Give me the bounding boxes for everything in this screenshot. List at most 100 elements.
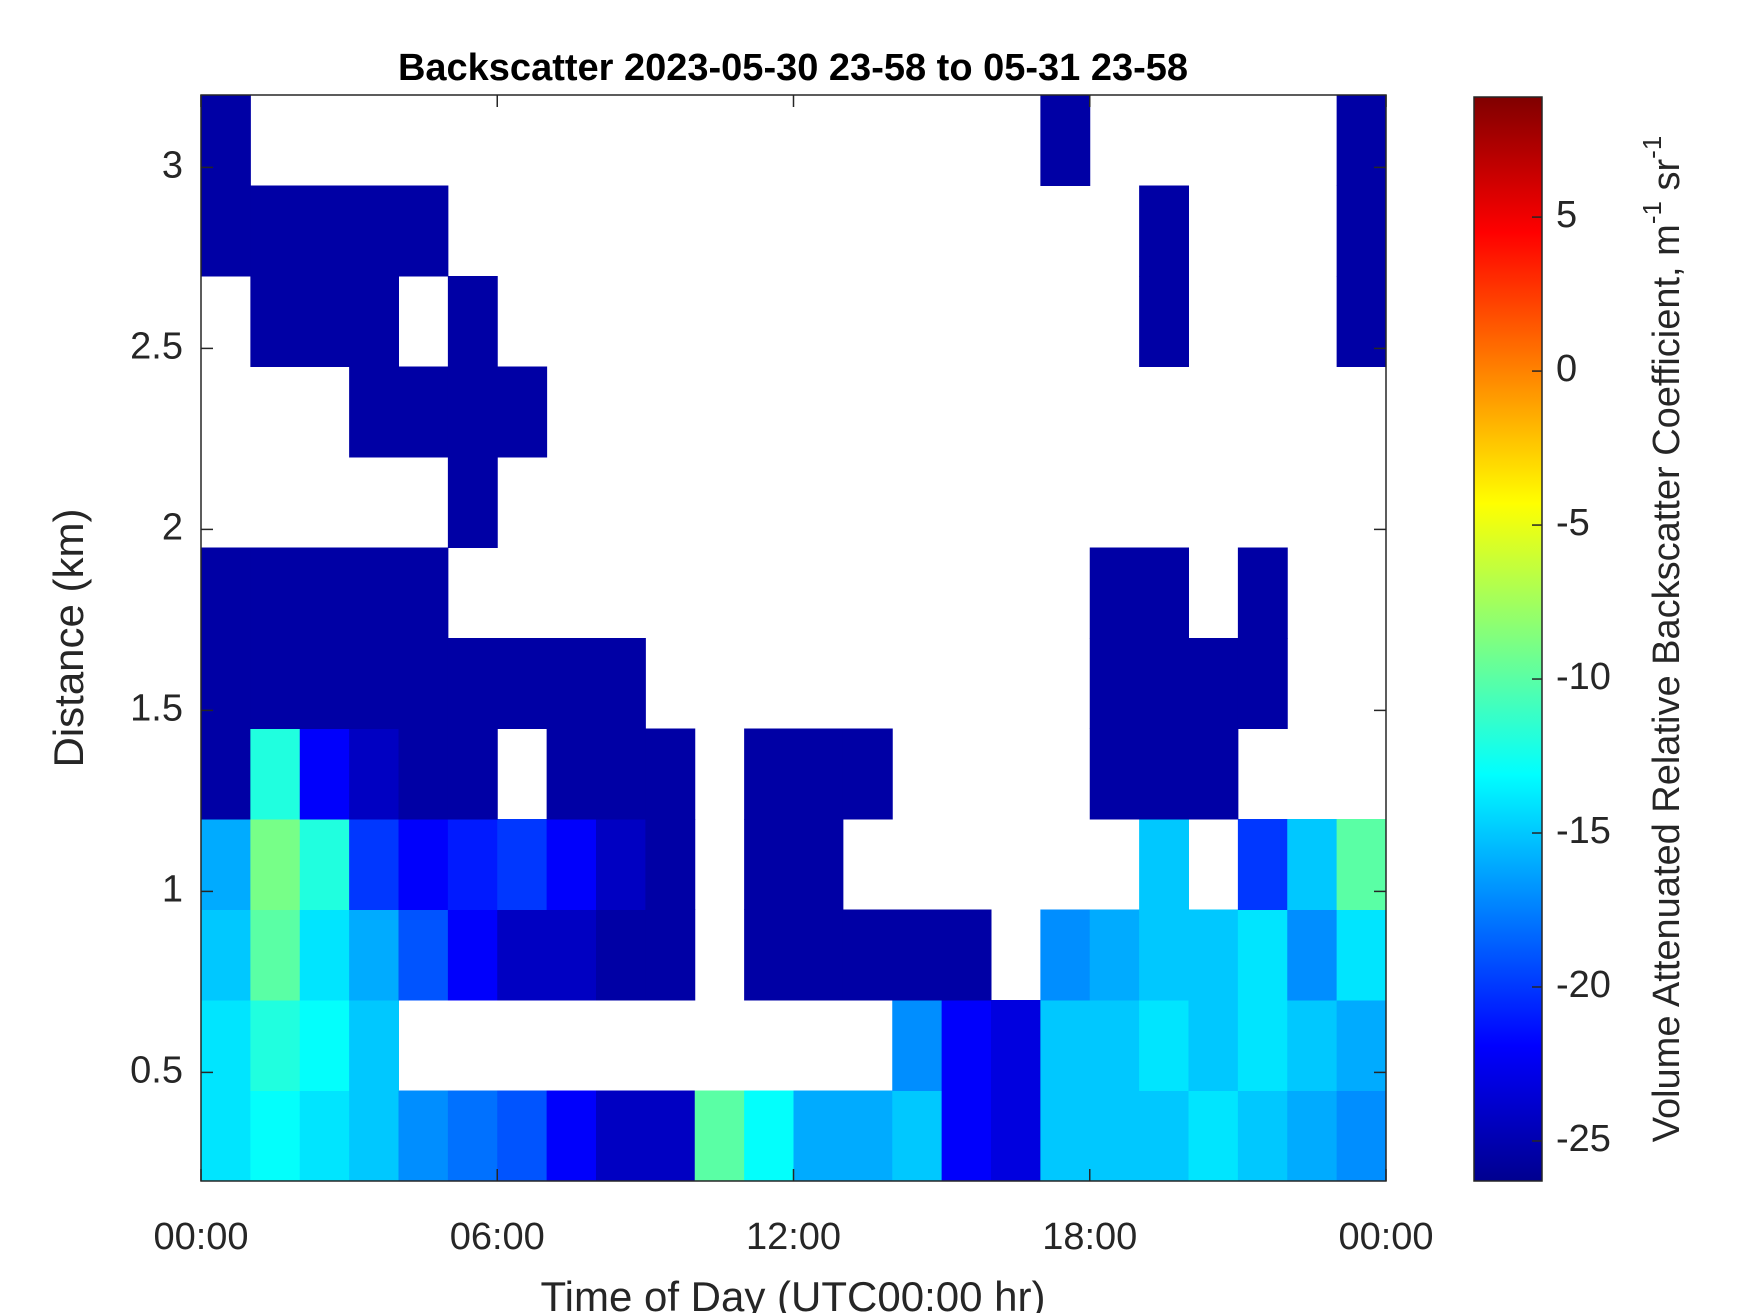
y-tick-label: 2.5 [130, 325, 183, 367]
heatmap-cell [349, 547, 399, 639]
x-tick-label: 06:00 [450, 1216, 545, 1258]
x-axis-label: Time of Day (UTC00:00 hr) [541, 1273, 1046, 1313]
y-axis-label: Distance (km) [45, 508, 92, 767]
heatmap-cell [1139, 819, 1189, 910]
heatmap-cell [1139, 638, 1189, 729]
heatmap-cell [596, 819, 646, 910]
heatmap-cell [398, 366, 449, 458]
heatmap-cell [299, 819, 350, 910]
heatmap-cell [596, 1090, 646, 1182]
colorbar-tick-label: -20 [1556, 964, 1611, 1006]
heatmap-cell [596, 728, 646, 820]
heatmap-cell [299, 276, 350, 367]
y-tick-label: 3 [162, 144, 183, 186]
heatmap-cell [299, 1090, 350, 1182]
heatmap-cell [398, 1090, 449, 1182]
heatmap-cell [892, 909, 943, 1001]
heatmap-cell [645, 909, 696, 1001]
heatmap-cell [349, 1000, 399, 1091]
heatmap-cell [447, 728, 498, 820]
colorbar [1473, 96, 1543, 1182]
heatmap-cell [398, 728, 449, 820]
heatmap-cell [349, 638, 399, 729]
heatmap-cell [1336, 1090, 1387, 1182]
heatmap-cell [398, 185, 449, 277]
heatmap-cell [645, 819, 696, 910]
heatmap-cell [991, 1090, 1041, 1182]
heatmap-cell [1089, 1090, 1140, 1182]
y-tick-label: 2 [162, 506, 183, 548]
heatmap-cell [299, 638, 350, 729]
heatmap-cell [1188, 638, 1239, 729]
heatmap-cell [793, 819, 844, 910]
heatmap-cell [596, 909, 646, 1001]
heatmap-cell [1089, 909, 1140, 1001]
heatmap-cell [1287, 909, 1338, 1001]
heatmap-cell [1040, 909, 1091, 1001]
colorbar-tick-label: 0 [1556, 348, 1577, 390]
heatmap-cell [1040, 1090, 1091, 1182]
heatmap-cell [497, 909, 548, 1001]
heatmap-cell [497, 366, 548, 458]
heatmap-cell [793, 728, 844, 820]
heatmap-cell [842, 1090, 893, 1182]
heatmap-cell [250, 276, 301, 367]
colorbar-label-sup: -1 [1637, 201, 1667, 224]
heatmap-cell [546, 638, 597, 729]
heatmap-cell [201, 728, 251, 820]
colorbar-tick-label: -15 [1556, 810, 1611, 852]
heatmap-cell [892, 1090, 943, 1182]
heatmap-cell [349, 1090, 399, 1182]
x-tick-label: 00:00 [153, 1216, 248, 1258]
heatmap-cell [398, 909, 449, 1001]
heatmap-cell [941, 909, 992, 1001]
heatmap-cell [201, 1000, 251, 1091]
heatmap-cell [744, 1090, 794, 1182]
x-tick-label: 00:00 [1338, 1216, 1433, 1258]
heatmap-cell [1040, 95, 1091, 186]
heatmap-cell [793, 1090, 844, 1182]
heatmap-cell [398, 819, 449, 910]
heatmap-cell [546, 909, 597, 1001]
heatmap-cell [744, 728, 794, 820]
heatmap-cell [349, 909, 399, 1001]
heatmap-cell [1040, 1000, 1091, 1091]
heatmap-cell [447, 819, 498, 910]
heatmap-cell [842, 909, 893, 1001]
heatmap-cell [1336, 819, 1387, 910]
heatmap-cell [447, 909, 498, 1001]
heatmap-cell [250, 547, 301, 639]
heatmap-cell [349, 366, 399, 458]
heatmap-cell [1139, 728, 1189, 820]
heatmap-cell [1188, 1000, 1239, 1091]
heatmap-cell [349, 276, 399, 367]
heatmap-cell [941, 1000, 992, 1091]
heatmap-cell [497, 819, 548, 910]
heatmap-cell [694, 1090, 745, 1182]
heatmap-cell [497, 638, 548, 729]
heatmap-cell [349, 819, 399, 910]
heatmap-cell [1287, 1000, 1338, 1091]
heatmap-cell [645, 1090, 696, 1182]
heatmap-cell [1089, 547, 1140, 639]
heatmap-cell [447, 276, 498, 367]
heatmap-cell [398, 547, 449, 639]
colorbar-label: Volume Attenuated Relative Backscatter C… [1637, 136, 1688, 1143]
heatmap-cell [250, 1090, 301, 1182]
heatmap-cell [201, 185, 251, 277]
y-tick-label: 1 [162, 868, 183, 910]
heatmap-cell [1089, 1000, 1140, 1091]
heatmap-cell [1336, 95, 1387, 186]
heatmap-cell [1089, 728, 1140, 820]
heatmap-cell [250, 909, 301, 1001]
heatmap-cell [1237, 547, 1288, 639]
heatmap-cell [596, 638, 646, 729]
heatmap-cell [1237, 909, 1288, 1001]
heatmap-cell [1237, 1000, 1288, 1091]
heatmap-cell [991, 1000, 1041, 1091]
heatmap-cell [349, 728, 399, 820]
heatmap-cell [201, 547, 251, 639]
heatmap-cell [842, 728, 893, 820]
heatmap-cell [546, 728, 597, 820]
heatmap-cell [201, 638, 251, 729]
